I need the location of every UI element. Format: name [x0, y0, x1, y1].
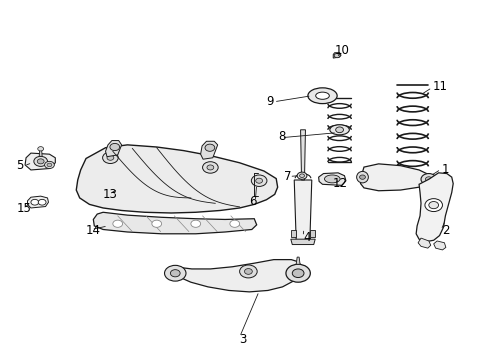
Circle shape: [251, 175, 266, 186]
Circle shape: [425, 177, 431, 182]
Circle shape: [110, 143, 120, 150]
Polygon shape: [200, 141, 217, 159]
Circle shape: [333, 53, 339, 58]
Circle shape: [244, 269, 252, 274]
Circle shape: [239, 265, 257, 278]
Text: 11: 11: [431, 80, 447, 93]
Polygon shape: [318, 173, 345, 185]
Text: 2: 2: [441, 224, 448, 237]
Circle shape: [359, 175, 365, 179]
Circle shape: [152, 220, 161, 227]
Polygon shape: [25, 153, 55, 170]
Text: 3: 3: [239, 333, 246, 346]
Circle shape: [31, 199, 39, 205]
Polygon shape: [332, 53, 340, 58]
Text: 6: 6: [249, 195, 256, 208]
Circle shape: [424, 199, 442, 212]
Text: 14: 14: [86, 224, 101, 237]
Circle shape: [38, 199, 46, 205]
Circle shape: [285, 264, 310, 282]
Polygon shape: [296, 257, 300, 264]
Text: 1: 1: [441, 163, 448, 176]
Text: 12: 12: [331, 177, 346, 190]
Text: 9: 9: [266, 95, 273, 108]
Polygon shape: [360, 164, 430, 191]
Ellipse shape: [356, 171, 367, 183]
Circle shape: [38, 147, 43, 151]
Circle shape: [107, 155, 114, 160]
Circle shape: [44, 161, 54, 168]
Polygon shape: [415, 173, 452, 242]
Circle shape: [190, 220, 200, 227]
Circle shape: [164, 265, 185, 281]
Circle shape: [113, 220, 122, 227]
Circle shape: [299, 174, 304, 177]
Polygon shape: [93, 212, 256, 234]
Circle shape: [170, 270, 180, 277]
Text: 8: 8: [278, 130, 285, 144]
Circle shape: [47, 163, 52, 167]
Polygon shape: [417, 238, 430, 248]
Circle shape: [420, 174, 436, 185]
Polygon shape: [105, 140, 122, 157]
Circle shape: [292, 269, 304, 278]
Polygon shape: [39, 149, 42, 156]
Circle shape: [335, 127, 343, 133]
Text: 4: 4: [303, 231, 310, 244]
Text: 7: 7: [283, 170, 290, 183]
Ellipse shape: [324, 175, 339, 183]
Circle shape: [34, 156, 47, 166]
Ellipse shape: [315, 92, 329, 99]
Text: 5: 5: [16, 159, 23, 172]
Circle shape: [204, 144, 214, 151]
Polygon shape: [310, 230, 315, 237]
Polygon shape: [172, 260, 302, 292]
Text: 15: 15: [16, 202, 31, 215]
Text: 13: 13: [103, 188, 118, 201]
Ellipse shape: [307, 88, 336, 104]
Circle shape: [297, 172, 306, 179]
Polygon shape: [433, 241, 445, 250]
Circle shape: [102, 152, 118, 163]
Text: 10: 10: [334, 44, 349, 57]
Polygon shape: [300, 130, 305, 180]
Circle shape: [229, 220, 239, 227]
Circle shape: [428, 202, 438, 209]
Circle shape: [206, 165, 213, 170]
Circle shape: [37, 159, 44, 164]
Polygon shape: [290, 239, 315, 244]
Polygon shape: [76, 145, 277, 213]
Ellipse shape: [329, 125, 348, 135]
Polygon shape: [27, 196, 48, 208]
Polygon shape: [290, 230, 295, 237]
Polygon shape: [294, 180, 311, 241]
Circle shape: [202, 162, 218, 173]
Circle shape: [255, 178, 262, 183]
